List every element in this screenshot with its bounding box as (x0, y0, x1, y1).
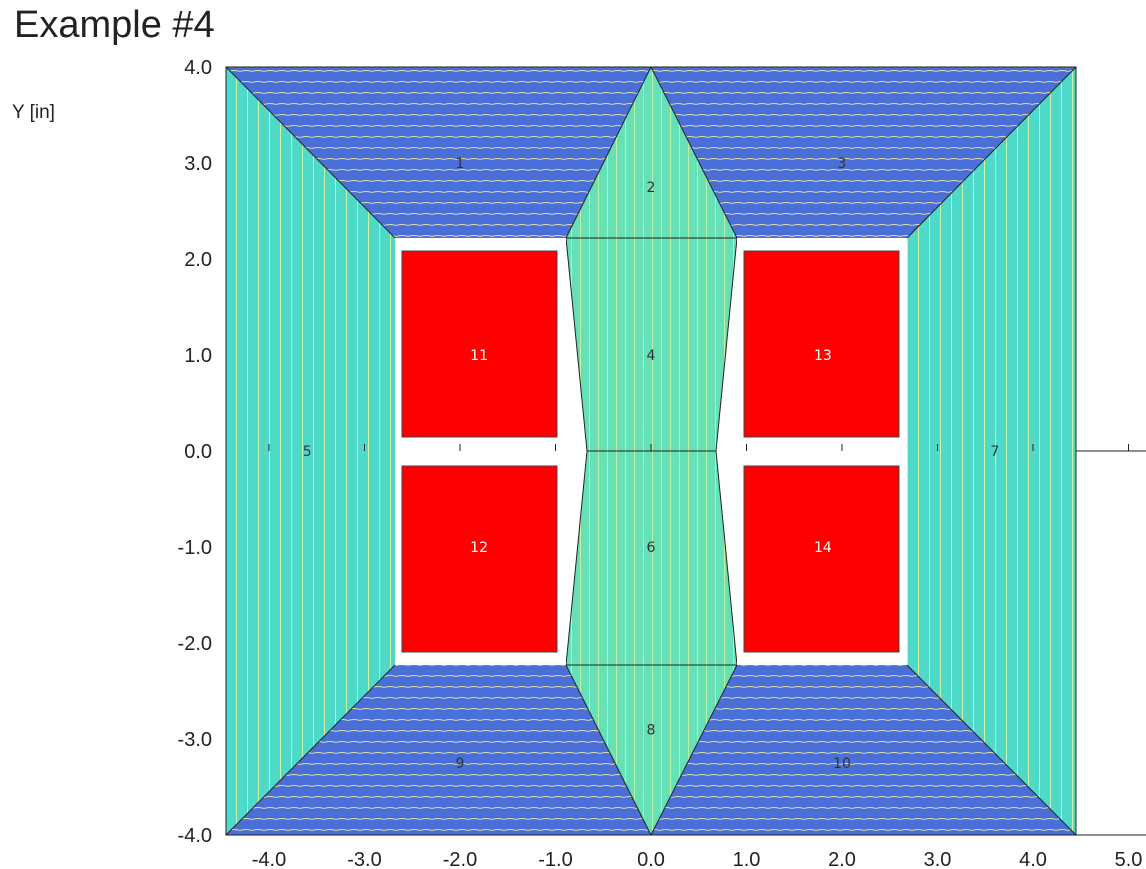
y-tick-label: -2.0 (178, 633, 212, 655)
x-tick-label: -4.0 (252, 849, 286, 869)
region-label-6: 6 (647, 540, 656, 556)
region-2-shape (566, 67, 737, 238)
region-label-9: 9 (456, 756, 465, 772)
region-4-shape (566, 238, 737, 451)
coil-13-shape (743, 250, 900, 438)
region-label-4: 4 (647, 348, 656, 364)
region-7-shape (907, 67, 1076, 835)
x-tick-label: 0.0 (637, 849, 665, 869)
coil-label-13: 13 (814, 348, 832, 364)
y-tick-label: 0.0 (184, 441, 212, 463)
coil-label-11: 11 (470, 348, 488, 364)
x-tick-label: -3.0 (347, 849, 381, 869)
region-label-3: 3 (838, 156, 847, 172)
y-tick-label: -3.0 (178, 729, 212, 751)
y-tick-label: -1.0 (178, 537, 212, 559)
coil-11-shape (401, 250, 558, 438)
x-tick-label: 5.0 (1115, 849, 1143, 869)
y-tick-label: 1.0 (184, 345, 212, 367)
coil-14-shape (743, 465, 900, 653)
region-label-7: 7 (990, 444, 999, 460)
x-tick-label: 2.0 (828, 849, 856, 869)
region-1-shape (226, 67, 651, 238)
y-axis-label: Y [in] (12, 102, 55, 123)
region-10-shape (651, 665, 1076, 835)
x-tick-label: -2.0 (443, 849, 477, 869)
y-tick-label: 2.0 (184, 249, 212, 271)
page-title: Example #4 (14, 4, 215, 46)
y-tick-label: 4.0 (184, 57, 212, 79)
region-label-10: 10 (833, 756, 851, 772)
region-5-shape (226, 67, 395, 835)
region-6-shape (566, 451, 737, 665)
coil-label-12: 12 (470, 540, 488, 556)
y-tick-label: -4.0 (178, 825, 212, 847)
coil-label-14: 14 (814, 540, 832, 556)
region-label-2: 2 (647, 180, 656, 196)
region-label-8: 8 (647, 722, 656, 738)
region-3-shape (651, 67, 1076, 238)
coil-12-shape (401, 465, 558, 653)
x-tick-label: 3.0 (924, 849, 952, 869)
region-9-shape (226, 665, 651, 835)
y-tick-label: 3.0 (184, 153, 212, 175)
x-tick-label: 4.0 (1019, 849, 1047, 869)
region-label-1: 1 (456, 156, 465, 172)
x-tick-label: -1.0 (538, 849, 572, 869)
x-tick-label: 1.0 (733, 849, 761, 869)
region-8-shape (566, 665, 737, 835)
region-label-5: 5 (303, 444, 312, 460)
